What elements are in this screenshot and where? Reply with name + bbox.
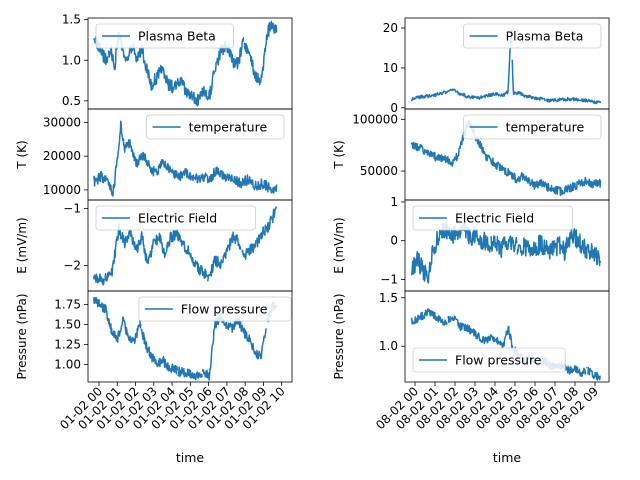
legend-flow-pressure: Flow pressure	[138, 296, 292, 322]
y-tick-label: 100000	[352, 112, 398, 126]
legend-electric-field: Electric Field	[95, 205, 257, 231]
x-axis-label: time	[493, 450, 522, 465]
legend-box	[95, 205, 257, 231]
panel-plasma-beta: 0 10 20 Plasma Beta	[383, 17, 610, 115]
y-tick-label: 0	[390, 101, 398, 115]
y-tick-label: −1	[63, 202, 81, 216]
legend-box	[95, 23, 234, 49]
legend-box	[412, 205, 574, 231]
y-tick-label: 1.75	[54, 298, 81, 312]
panel-electric-field: −2 −1 E (mV/m) Electric Field	[15, 199, 293, 292]
panel-plasma-beta: 0.5 1.0 1.5 Plasma Beta	[62, 13, 293, 110]
legend-box	[463, 114, 602, 140]
y-tick-label: 50000	[360, 164, 398, 178]
y-tick-label: 10	[383, 61, 398, 75]
y-tick-label: 0.5	[62, 94, 81, 108]
y-axis-label: E (mV/m)	[15, 217, 29, 273]
y-tick-label: 20	[383, 21, 398, 35]
y-tick-label: 10000	[43, 183, 81, 197]
series-line-plasma-beta	[410, 29, 602, 105]
y-axis-label: T (K)	[332, 140, 346, 169]
panel-flow-pressure: 1.0 1.5 Pressure (nPa) Flow pressure	[332, 290, 610, 383]
x-axis-label: time	[176, 450, 205, 465]
legend-label: temperature	[189, 120, 268, 135]
legend-box	[146, 114, 285, 140]
legend-temperature: temperature	[146, 114, 285, 140]
y-tick-label: −2	[63, 258, 81, 272]
panel-flow-pressure: 1.00 1.25 1.50 1.75 Pressure (nPa) Flow press…	[15, 290, 293, 383]
panel-temperature: 50000 100000 T (K) temperature	[332, 108, 610, 201]
legend-box	[412, 347, 566, 373]
y-tick-label: 0	[390, 234, 398, 248]
y-axis-label: Pressure (nPa)	[15, 293, 29, 379]
panel-electric-field: −1 0 1 E (mV/m) Electric Field	[332, 195, 610, 292]
y-tick-label: 1.0	[62, 53, 81, 67]
y-tick-label: 1	[390, 195, 398, 209]
legend-label: Plasma Beta	[506, 29, 584, 44]
y-tick-label: 20000	[43, 149, 81, 163]
legend-label: temperature	[506, 120, 585, 135]
legend-label: Flow pressure	[181, 302, 268, 317]
y-tick-label: 1.50	[54, 318, 81, 332]
y-tick-label: 1.00	[54, 357, 81, 371]
legend-flow-pressure: Flow pressure	[412, 347, 566, 373]
series-line-electric-field	[93, 206, 278, 286]
y-axis-label: E (mV/m)	[332, 217, 346, 273]
legend-label: Plasma Beta	[138, 29, 216, 44]
legend-label: Electric Field	[455, 211, 534, 226]
legend-label: Flow pressure	[455, 353, 542, 368]
y-tick-label: 1.0	[379, 339, 398, 353]
y-tick-label: 30000	[43, 115, 81, 129]
y-axis-label: T (K)	[15, 140, 29, 169]
legend-box	[138, 296, 292, 322]
y-tick-label: 1.5	[62, 13, 81, 27]
panel-temperature: 10000 20000 30000 T (K) temperature	[15, 108, 293, 201]
legend-box	[463, 23, 602, 49]
axes-frame	[404, 290, 610, 383]
legend-label: Electric Field	[138, 211, 217, 226]
left-chart: 0.5 1.0 1.5 Plasma Beta 10000 20000 30000 T (K)…	[15, 13, 293, 465]
y-axis-label: Pressure (nPa)	[332, 293, 346, 379]
y-tick-label: 1.5	[379, 291, 398, 305]
series-line-temperature	[93, 120, 278, 197]
series-line-electric-field	[410, 219, 602, 284]
legend-electric-field: Electric Field	[412, 205, 574, 231]
legend-temperature: temperature	[463, 114, 602, 140]
y-tick-label: 1.25	[54, 337, 81, 351]
legend-plasma-beta: Plasma Beta	[95, 23, 234, 49]
y-tick-label: −1	[380, 272, 398, 286]
legend-plasma-beta: Plasma Beta	[463, 23, 602, 49]
